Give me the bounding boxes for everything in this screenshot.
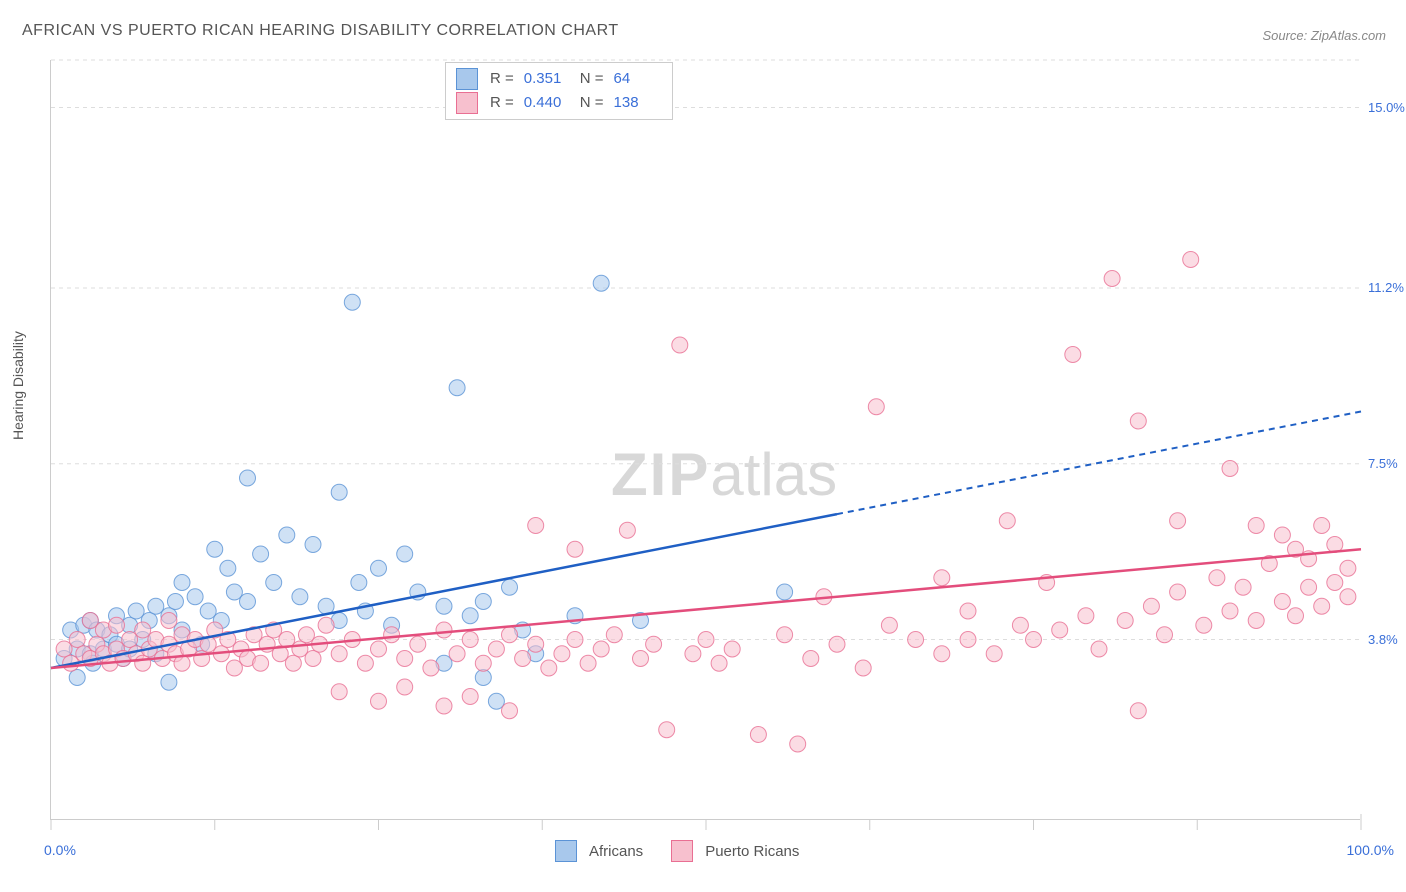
- n-label: N =: [580, 91, 604, 115]
- legend-swatch: [456, 92, 478, 114]
- y-tick-label: 7.5%: [1368, 456, 1398, 471]
- n-value: 64: [614, 67, 662, 91]
- scatter-plot: ZIPatlas: [50, 60, 1360, 820]
- r-value: 0.351: [524, 67, 572, 91]
- plot-svg: [51, 60, 1360, 819]
- legend-label: Puerto Ricans: [705, 843, 799, 860]
- stats-legend: R = 0.351 N = 64 R = 0.440 N = 138: [445, 62, 673, 120]
- r-value: 0.440: [524, 91, 572, 115]
- x-axis-min-label: 0.0%: [44, 842, 76, 858]
- legend-label: Africans: [589, 843, 643, 860]
- stats-legend-row: R = 0.440 N = 138: [456, 91, 662, 115]
- legend-item: Puerto Ricans: [671, 840, 799, 862]
- source-attribution: Source: ZipAtlas.com: [1262, 28, 1386, 43]
- r-label: R =: [490, 67, 514, 91]
- legend-swatch: [555, 840, 577, 862]
- n-value: 138: [614, 91, 662, 115]
- legend-swatch: [456, 68, 478, 90]
- y-tick-label: 3.8%: [1368, 632, 1398, 647]
- r-label: R =: [490, 91, 514, 115]
- n-label: N =: [580, 67, 604, 91]
- legend-swatch: [671, 840, 693, 862]
- chart-title: AFRICAN VS PUERTO RICAN HEARING DISABILI…: [22, 22, 619, 40]
- y-tick-label: 15.0%: [1368, 100, 1405, 115]
- legend-item: Africans: [555, 840, 643, 862]
- stats-legend-row: R = 0.351 N = 64: [456, 67, 662, 91]
- series-legend: Africans Puerto Ricans: [555, 840, 799, 862]
- y-tick-label: 11.2%: [1368, 280, 1404, 295]
- x-axis-max-label: 100.0%: [1347, 842, 1394, 858]
- y-axis-title: Hearing Disability: [10, 331, 26, 440]
